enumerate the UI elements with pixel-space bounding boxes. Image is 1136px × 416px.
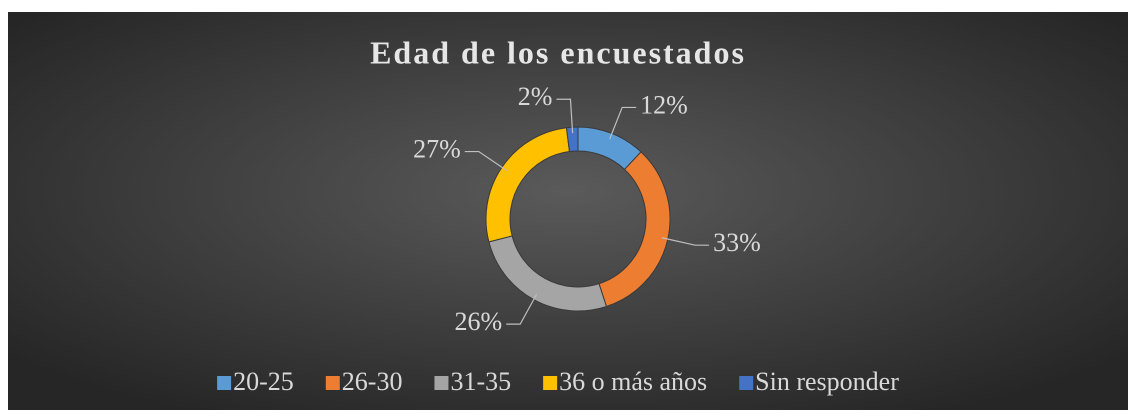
data-label: 33% — [713, 228, 761, 257]
leader-line — [506, 294, 538, 325]
donut-segment — [565, 126, 579, 153]
leader-line — [464, 150, 508, 172]
chart-background — [8, 12, 1128, 410]
legend-swatch — [543, 376, 558, 390]
legend-swatch — [739, 376, 754, 390]
leader-line — [661, 237, 710, 246]
legend: 20-25 26-30 31-35 36 o más años Sin responde… — [217, 367, 899, 396]
data-label: 27% — [413, 135, 461, 164]
data-label: 2% — [518, 82, 553, 111]
legend-label: 31-35 — [450, 367, 511, 396]
legend-label: Sin responder — [755, 367, 899, 396]
legend-label: 26-30 — [342, 367, 403, 396]
leader-line — [556, 98, 574, 134]
data-label: 26% — [455, 307, 503, 336]
legend-swatch — [325, 376, 340, 390]
legend-label: 20-25 — [233, 367, 294, 396]
legend-swatch — [434, 376, 449, 390]
legend-swatch — [217, 376, 232, 390]
data-label: 12% — [640, 90, 688, 119]
chart-title: Edad de los encuestados — [370, 34, 746, 70]
leader-line — [609, 106, 637, 140]
legend-label: 36 o más años — [559, 367, 707, 396]
